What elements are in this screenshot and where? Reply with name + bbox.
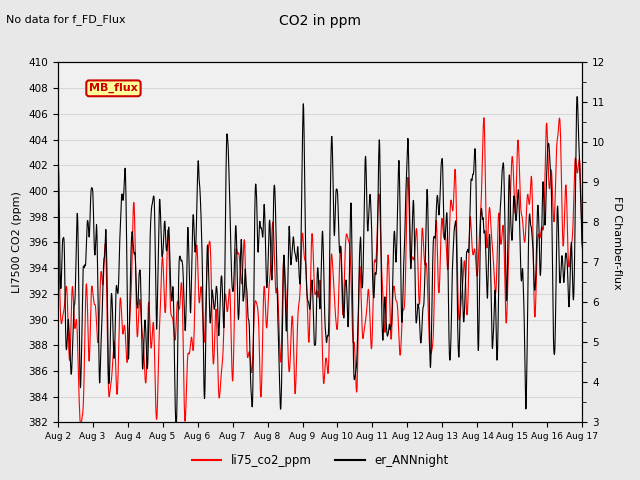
er_ANNnight — [547, 171, 555, 177]
er_ANNnight — [335, 240, 343, 245]
li75_co2_ppm — [347, 258, 355, 264]
Legend: li75_co2_ppm, er_ANNnight: li75_co2_ppm, er_ANNnight — [187, 449, 453, 472]
er_ANNnight — [573, 94, 581, 99]
Line: er_ANNnight: er_ANNnight — [58, 96, 582, 422]
Y-axis label: LI7500 CO2 (ppm): LI7500 CO2 (ppm) — [12, 192, 22, 293]
Text: No data for f_FD_Flux: No data for f_FD_Flux — [6, 14, 126, 25]
Y-axis label: FD Chamber-flux: FD Chamber-flux — [612, 195, 622, 289]
li75_co2_ppm — [472, 268, 480, 274]
li75_co2_ppm — [547, 168, 555, 173]
li75_co2_ppm — [579, 243, 586, 249]
li75_co2_ppm — [480, 115, 488, 120]
li75_co2_ppm — [532, 270, 540, 276]
er_ANNnight — [347, 208, 355, 214]
er_ANNnight — [54, 173, 61, 179]
er_ANNnight — [472, 214, 480, 219]
li75_co2_ppm — [200, 339, 208, 345]
er_ANNnight — [172, 420, 180, 425]
Text: MB_flux: MB_flux — [89, 83, 138, 94]
Text: CO2 in ppm: CO2 in ppm — [279, 14, 361, 28]
er_ANNnight — [579, 245, 586, 251]
er_ANNnight — [532, 257, 540, 263]
li75_co2_ppm — [335, 278, 343, 284]
li75_co2_ppm — [76, 420, 84, 425]
er_ANNnight — [200, 391, 208, 396]
Line: li75_co2_ppm: li75_co2_ppm — [58, 118, 582, 422]
li75_co2_ppm — [54, 231, 61, 237]
